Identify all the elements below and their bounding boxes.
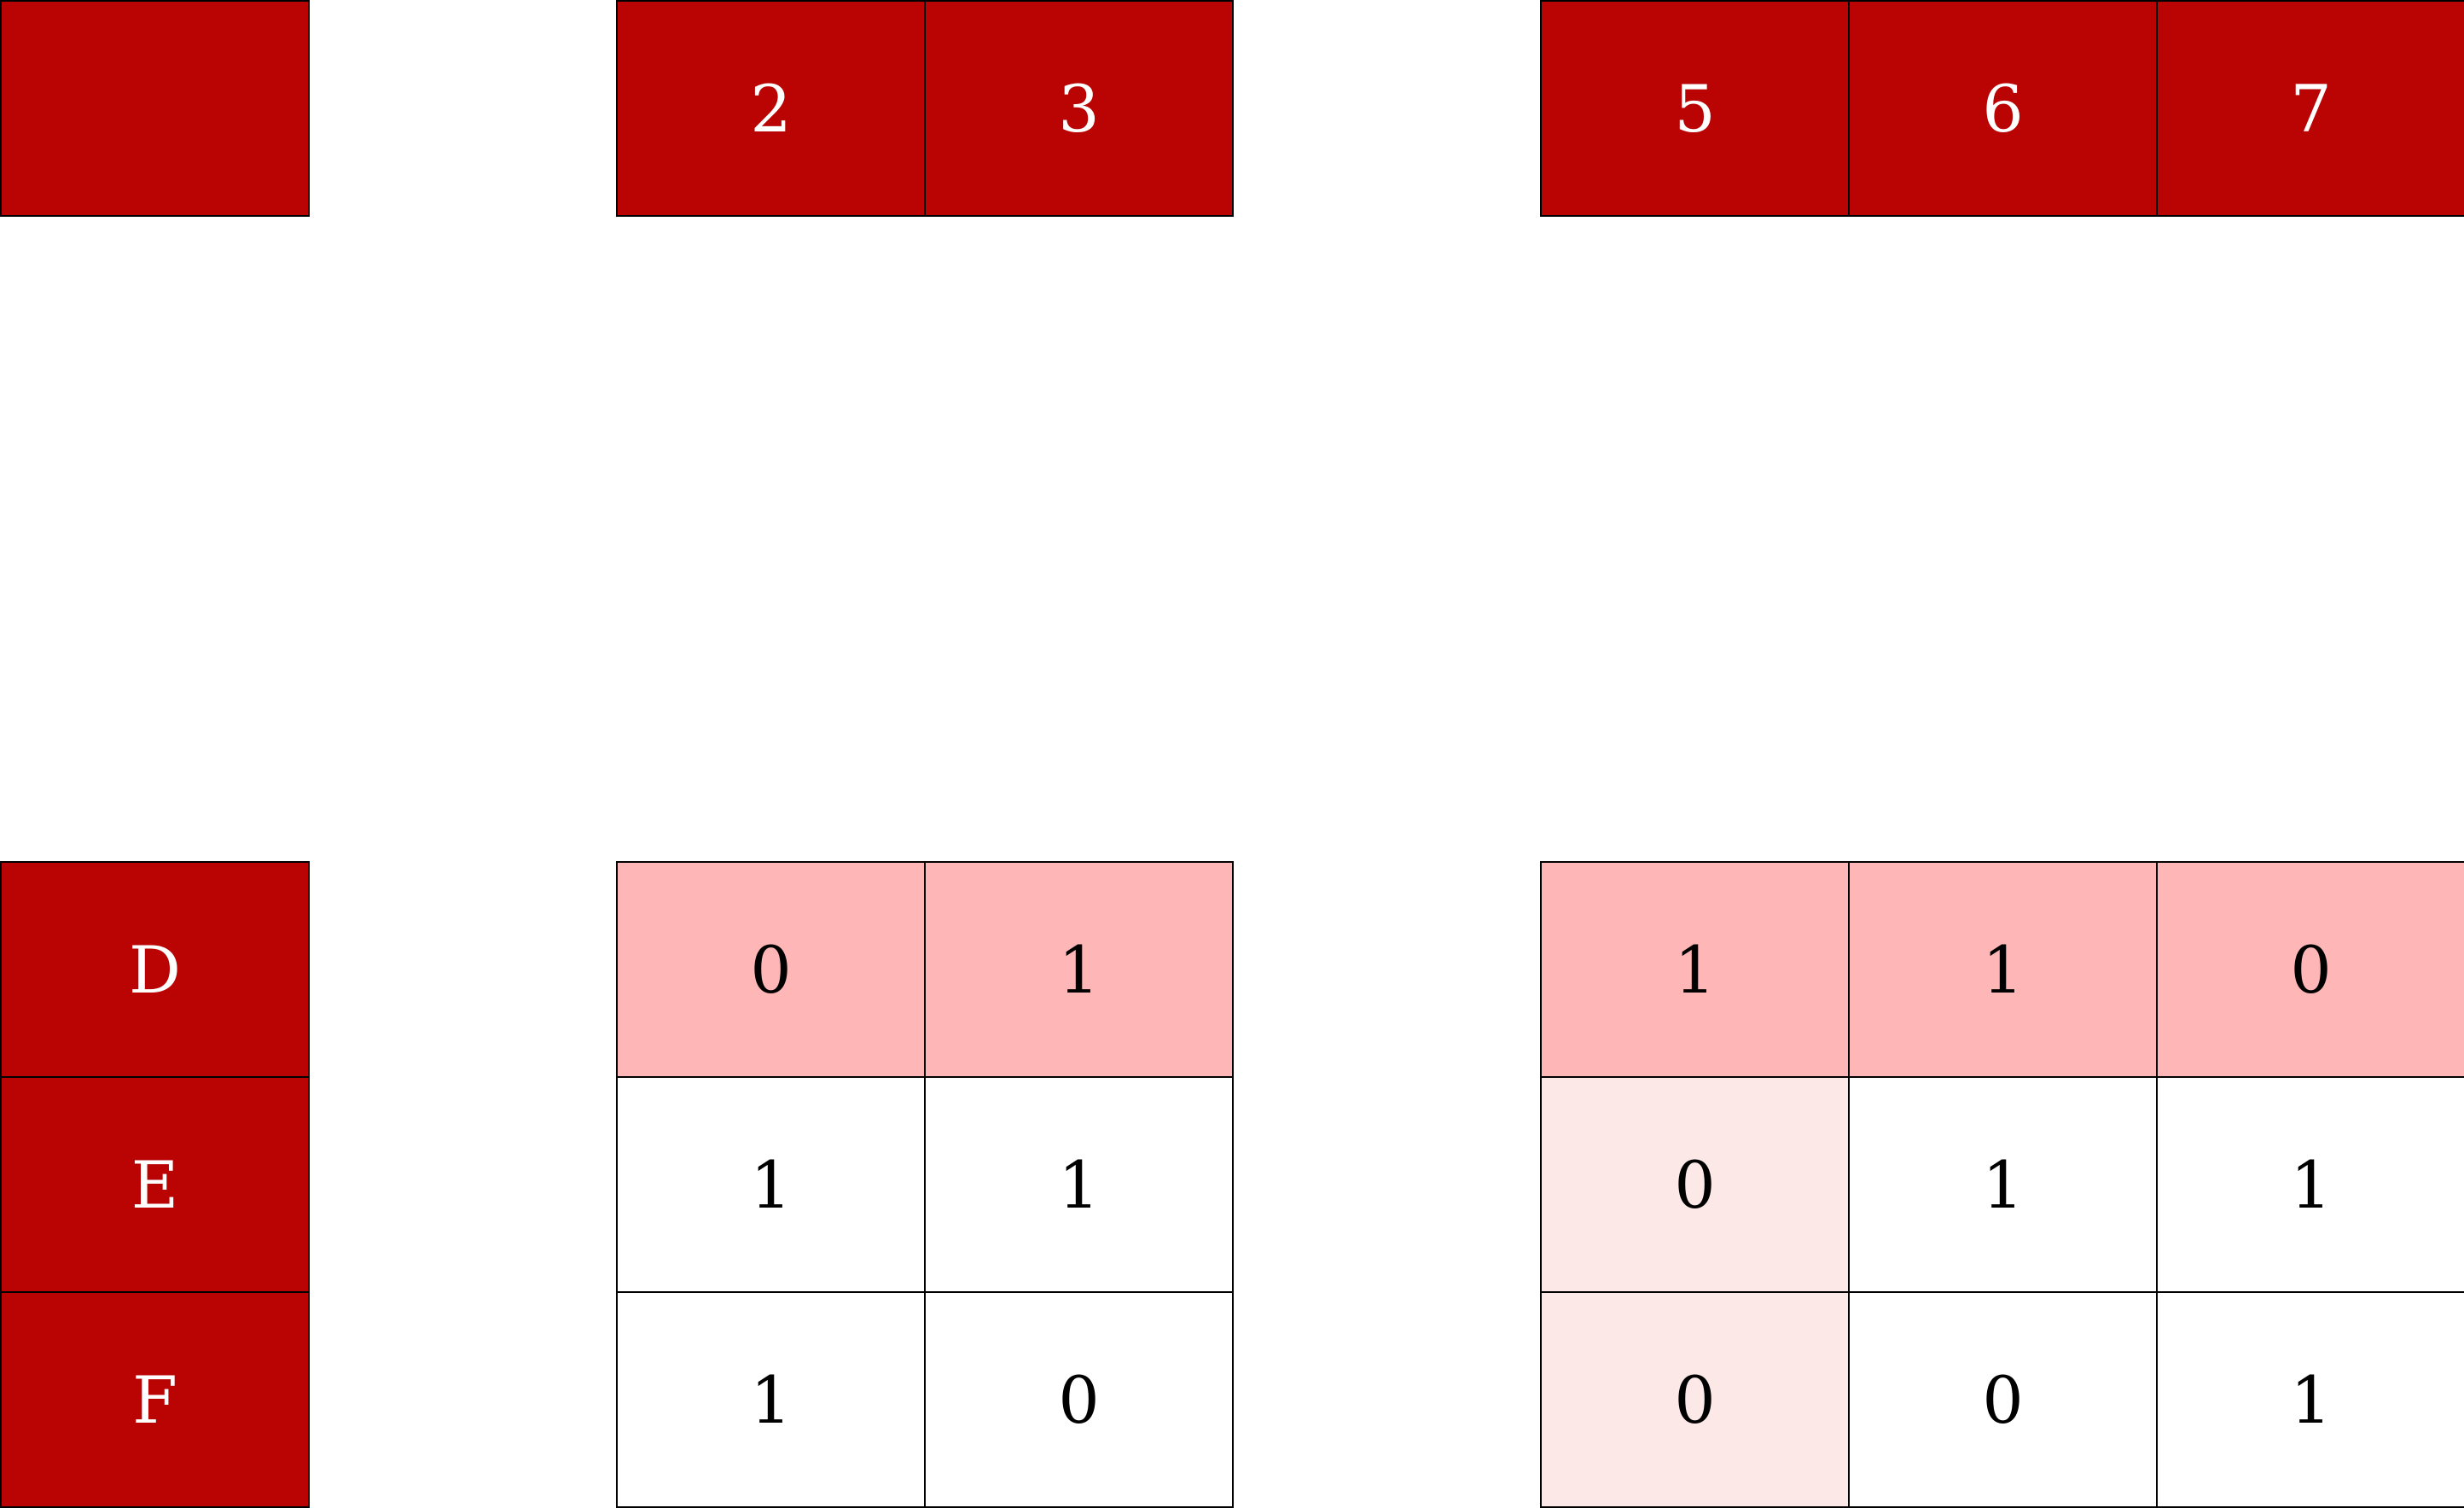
cell: 0 <box>1542 1078 1850 1293</box>
cell: D <box>2 863 310 1078</box>
cell: 1 <box>1850 863 2158 1078</box>
cell: 1 <box>926 1078 1234 1293</box>
cell: 0 <box>2158 863 2464 1078</box>
cell: 1 <box>2158 1293 2464 1508</box>
cell: 1 <box>2158 1078 2464 1293</box>
cell: 0 <box>1542 1293 1850 1508</box>
cell: 0 <box>618 863 926 1078</box>
cell: 1 <box>926 863 1234 1078</box>
cell: 2 <box>618 2 926 217</box>
cell: 6 <box>1850 2 2158 217</box>
cell: 0 <box>926 1293 1234 1508</box>
cell: 5 <box>1542 2 1850 217</box>
cell: 1 <box>618 1078 926 1293</box>
cell: 3 <box>926 2 1234 217</box>
cell: 7 <box>2158 2 2464 217</box>
cell: 0 <box>1850 1293 2158 1508</box>
cell: 1 <box>1542 863 1850 1078</box>
cell <box>2 2 310 217</box>
top-block-1 <box>0 0 310 217</box>
cell: F <box>2 1293 310 1508</box>
cell: 1 <box>618 1293 926 1508</box>
cell: E <box>2 1078 310 1293</box>
cell: 1 <box>1850 1078 2158 1293</box>
